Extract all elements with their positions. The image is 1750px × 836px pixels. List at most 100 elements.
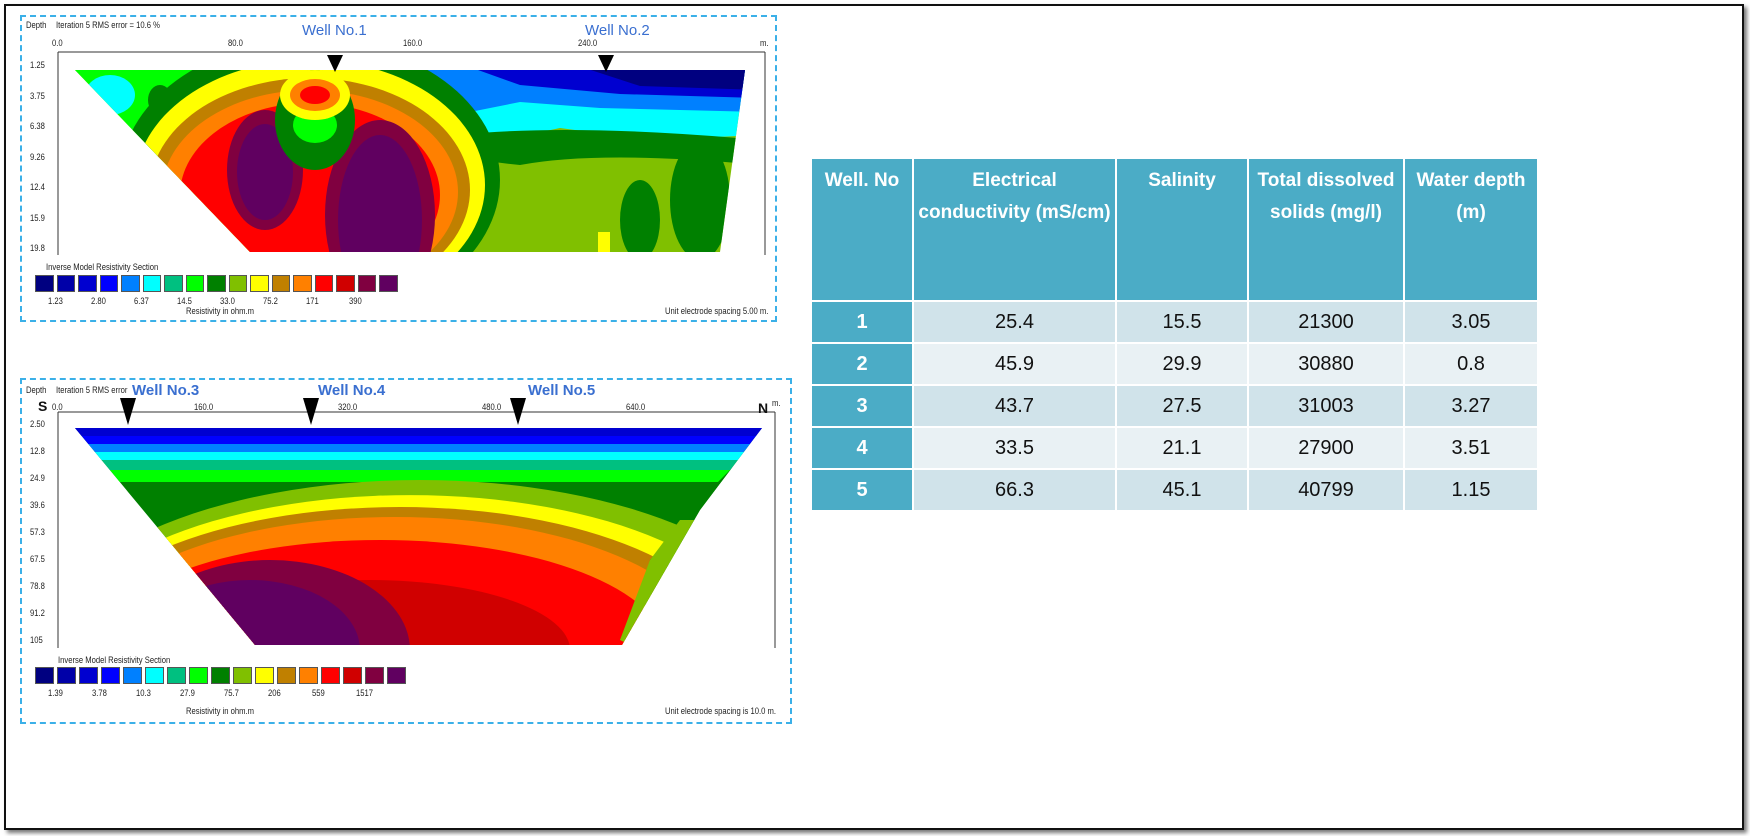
cell-well-no: 2 (810, 342, 914, 386)
legend-value: 14.5 (177, 296, 192, 306)
section1-iteration: Iteration 5 RMS error = 10.6 % (56, 20, 160, 30)
table-header-row: Well. No Electrical conductivity (mS/cm)… (810, 157, 1539, 302)
legend-value: 559 (312, 688, 325, 698)
table-row: 2 45.9 29.9 30880 0.8 (810, 342, 1539, 386)
section2-spacing: Unit electrode spacing is 10.0 m. (665, 706, 776, 716)
depth-tick-label: 24.9 (30, 473, 45, 483)
section1-x-tick: 80.0 (228, 38, 243, 48)
cell-tds: 21300 (1247, 300, 1405, 344)
legend-swatch (164, 275, 183, 292)
legend-swatch (336, 275, 355, 292)
legend-swatch (56, 275, 75, 292)
legend-value: 171 (306, 296, 319, 306)
cell-tds: 27900 (1247, 426, 1405, 470)
depth-tick-label: 19.8 (30, 243, 45, 253)
well-4-marker-icon (303, 398, 319, 425)
legend-swatch (142, 275, 161, 292)
section1-panel (20, 15, 777, 322)
section2-panel (20, 378, 792, 724)
legend-swatch (79, 667, 98, 684)
depth-tick-label: 78.8 (30, 581, 45, 591)
cell-conductivity: 33.5 (912, 426, 1117, 470)
cell-tds: 31003 (1247, 384, 1405, 428)
depth-tick-label: 3.75 (30, 90, 45, 101)
south-label: S (38, 398, 48, 414)
legend-swatch (211, 667, 230, 684)
legend-swatch (207, 275, 226, 292)
depth-tick-label: 67.5 (30, 554, 45, 564)
legend-swatch (271, 275, 290, 292)
legend-value: 75.7 (224, 688, 239, 698)
header-salinity: Salinity (1115, 157, 1249, 302)
depth-tick-label: 39.6 (30, 500, 45, 510)
depth-tick-label: 57.3 (30, 527, 45, 537)
depth-tick-label: 91.2 (30, 608, 45, 618)
legend-value: 1.23 (48, 296, 63, 306)
cell-well-no: 1 (810, 300, 914, 344)
legend-value: 390 (349, 296, 362, 306)
table-row: 1 25.4 15.5 21300 3.05 (810, 300, 1539, 344)
cell-water-depth: 0.8 (1403, 342, 1539, 386)
cell-tds: 30880 (1247, 342, 1405, 386)
table-row: 4 33.5 21.1 27900 3.51 (810, 426, 1539, 470)
section2-x-tick: 160.0 (194, 402, 214, 412)
section2-legend-unit: Resistivity in ohm.m (186, 706, 255, 716)
cell-salinity: 29.9 (1115, 342, 1249, 386)
legend-swatch (387, 667, 406, 684)
section1-axes (57, 51, 766, 255)
well-3-marker-icon (120, 398, 136, 425)
cell-well-no: 5 (810, 468, 914, 512)
cell-salinity: 45.1 (1115, 468, 1249, 512)
well-2-label: Well No.2 (585, 22, 650, 39)
legend-swatch (35, 667, 54, 684)
section1-x-tick: 240.0 (578, 38, 598, 48)
well-1-label: Well No.1 (302, 22, 367, 39)
cell-salinity: 21.1 (1115, 426, 1249, 470)
section2-x-tick: 320.0 (338, 402, 358, 412)
cell-well-no: 3 (810, 384, 914, 428)
depth-tick-label: 1.25 (30, 60, 45, 70)
section1-legend-unit: Resistivity in ohm.m (186, 306, 255, 316)
depth-tick-label: 12.8 (30, 446, 45, 456)
legend-swatch (167, 667, 186, 684)
figure-frame (4, 4, 1744, 830)
legend-swatch (314, 275, 333, 292)
legend-swatch (321, 667, 340, 684)
section1-legend-title: Inverse Model Resistivity Section (46, 262, 159, 272)
header-tds: Total dissolved solids (mg/l) (1247, 157, 1405, 302)
legend-swatch (145, 667, 164, 684)
well-2-marker-icon (598, 55, 614, 72)
cell-water-depth: 1.15 (1403, 468, 1539, 512)
section1-x-tick: 0.0 (52, 38, 63, 48)
header-well-no: Well. No (810, 157, 914, 302)
section1-x-unit: m. (760, 38, 769, 48)
section1-depth-label: Depth (26, 20, 47, 30)
depth-tick-label: 105 (30, 635, 43, 645)
legend-value: 1.39 (48, 688, 63, 698)
legend-value: 206 (268, 688, 281, 698)
legend-swatch (99, 275, 118, 292)
legend-swatch (299, 667, 318, 684)
cell-conductivity: 66.3 (912, 468, 1117, 512)
header-water-depth: Water depth (m) (1403, 157, 1539, 302)
well-data-table: Well. No Electrical conductivity (mS/cm)… (810, 157, 1539, 512)
depth-tick-label: 6.38 (30, 121, 45, 131)
legend-swatch (365, 667, 384, 684)
section2-depth-label: Depth (26, 385, 47, 395)
section2-x-tick: 640.0 (626, 402, 646, 412)
section2-x-tick: 0.0 (52, 402, 63, 412)
legend-swatch (228, 275, 247, 292)
well-5-marker-icon (510, 398, 526, 425)
legend-value: 27.9 (180, 688, 195, 698)
cell-tds: 40799 (1247, 468, 1405, 512)
header-conductivity: Electrical conductivity (mS/cm) (912, 157, 1117, 302)
legend-swatch (250, 275, 269, 292)
table-row: 3 43.7 27.5 31003 3.27 (810, 384, 1539, 428)
legend-swatch (35, 275, 54, 292)
section1-x-tick: 160.0 (403, 38, 423, 48)
section2-axes (57, 411, 776, 648)
legend-swatch (343, 667, 362, 684)
legend-swatch (57, 667, 76, 684)
cell-salinity: 15.5 (1115, 300, 1249, 344)
